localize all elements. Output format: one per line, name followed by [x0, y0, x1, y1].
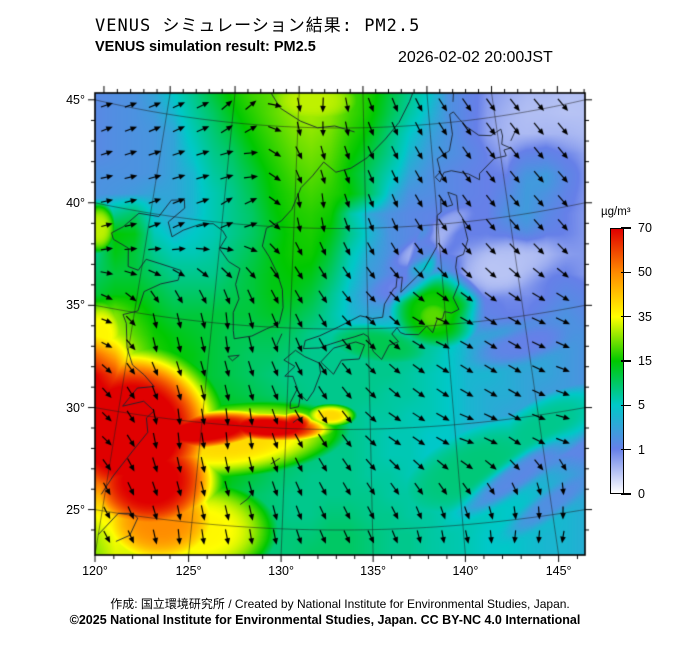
- colorbar-tick-label: 70: [638, 221, 652, 235]
- colorbar-tick: [621, 271, 631, 273]
- colorbar-tick-label: 0: [638, 487, 645, 501]
- page-title-english: VENUS simulation result: PM2.5: [95, 39, 316, 55]
- colorbar-tick: [621, 449, 631, 451]
- colorbar-tick-label: 1: [638, 442, 645, 457]
- colorbar-tick-label: 50: [638, 265, 652, 280]
- lat-axis-label: 45°: [66, 92, 85, 107]
- lon-axis-label: 130°: [268, 564, 295, 578]
- lat-axis-label: 35°: [66, 298, 85, 313]
- footer-copyright: ©2025 National Institute for Environment…: [69, 613, 581, 627]
- forecast-timestamp: 2026-02-02 20:00JST: [398, 49, 553, 66]
- colorbar-tick-label: 15: [638, 354, 652, 368]
- lon-axis-label: 135°: [360, 564, 387, 578]
- lat-axis-label: 25°: [66, 502, 85, 517]
- colorbar-tick-label: 35: [638, 309, 652, 324]
- lon-axis-label: 120°: [82, 564, 108, 578]
- lon-axis-label: 145°: [545, 564, 572, 578]
- colorbar-tick-label: 5: [638, 398, 645, 413]
- lat-axis-label: 30°: [66, 400, 85, 415]
- colorbar-tick: [621, 360, 631, 362]
- lon-axis-label: 140°: [452, 564, 479, 578]
- colorbar-tick: [621, 493, 631, 495]
- colorbar-tick: [621, 316, 631, 318]
- colorbar-tick: [621, 227, 631, 229]
- colorbar-tick: [621, 404, 631, 406]
- lon-axis-label: 125°: [175, 564, 202, 578]
- pm25-map-canvas: [85, 83, 595, 565]
- page-title-japanese: VENUS シミュレーション結果: PM2.5: [95, 16, 421, 36]
- footer-credit: 作成: 国立環境研究所 / Created by National Instit…: [110, 597, 570, 611]
- lat-axis-label: 40°: [66, 195, 85, 210]
- colorbar-unit-label: µg/m³: [601, 206, 631, 218]
